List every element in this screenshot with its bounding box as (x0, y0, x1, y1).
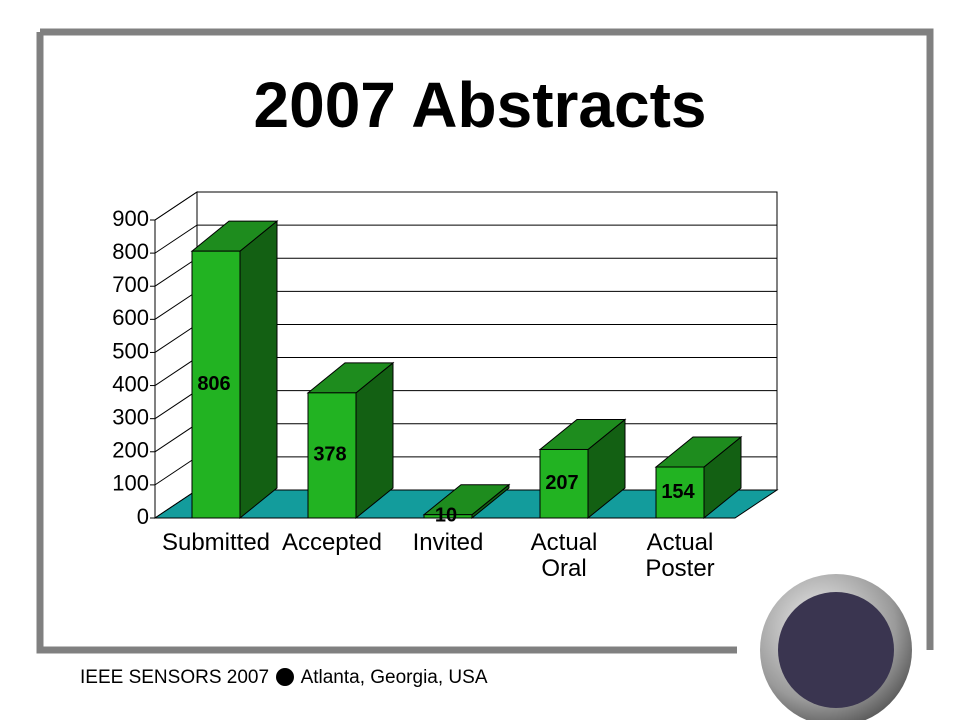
x-tick-label: Accepted (281, 529, 383, 556)
footer-event: IEEE SENSORS 2007 (80, 667, 270, 688)
footer-location: Atlanta, Georgia, USA (300, 667, 488, 688)
grid-line (154, 191, 777, 221)
data-label: 806 (197, 373, 230, 395)
y-tick-label: 500 (112, 338, 149, 363)
bar (307, 392, 357, 519)
y-tick-label: 800 (112, 239, 149, 264)
y-tick-label: 200 (112, 438, 149, 463)
side-wall (154, 191, 198, 519)
slide-frame (36, 28, 934, 654)
data-label: 207 (545, 472, 578, 494)
y-tick-label: 600 (112, 305, 149, 330)
footer: IEEE SENSORS 2007 Atlanta, Georgia, USA (80, 667, 488, 689)
x-tick-label: Invited (412, 529, 484, 556)
y-tick-label: 100 (112, 471, 149, 496)
logo-inner (778, 592, 894, 708)
bar (423, 514, 473, 519)
bar (539, 448, 589, 519)
data-label: 378 (313, 444, 346, 466)
y-tick-label: 0 (137, 504, 149, 529)
y-tick-label: 300 (112, 404, 149, 429)
x-tick-label: Actual Oral (530, 529, 598, 582)
grid-line (154, 224, 777, 254)
data-label: 154 (661, 481, 695, 503)
x-tick-label: Actual Poster (645, 529, 715, 582)
bar (655, 466, 705, 519)
chart-title: 2007 Abstracts (254, 69, 707, 141)
bar-side (239, 220, 278, 520)
data-label: 10 (435, 505, 457, 527)
y-tick-label: 400 (112, 371, 149, 396)
bar (191, 250, 241, 519)
y-tick-label: 700 (112, 272, 149, 297)
bullet (276, 668, 295, 686)
y-tick-label: 900 (112, 206, 149, 231)
x-tick-label: Submitted (161, 529, 271, 556)
